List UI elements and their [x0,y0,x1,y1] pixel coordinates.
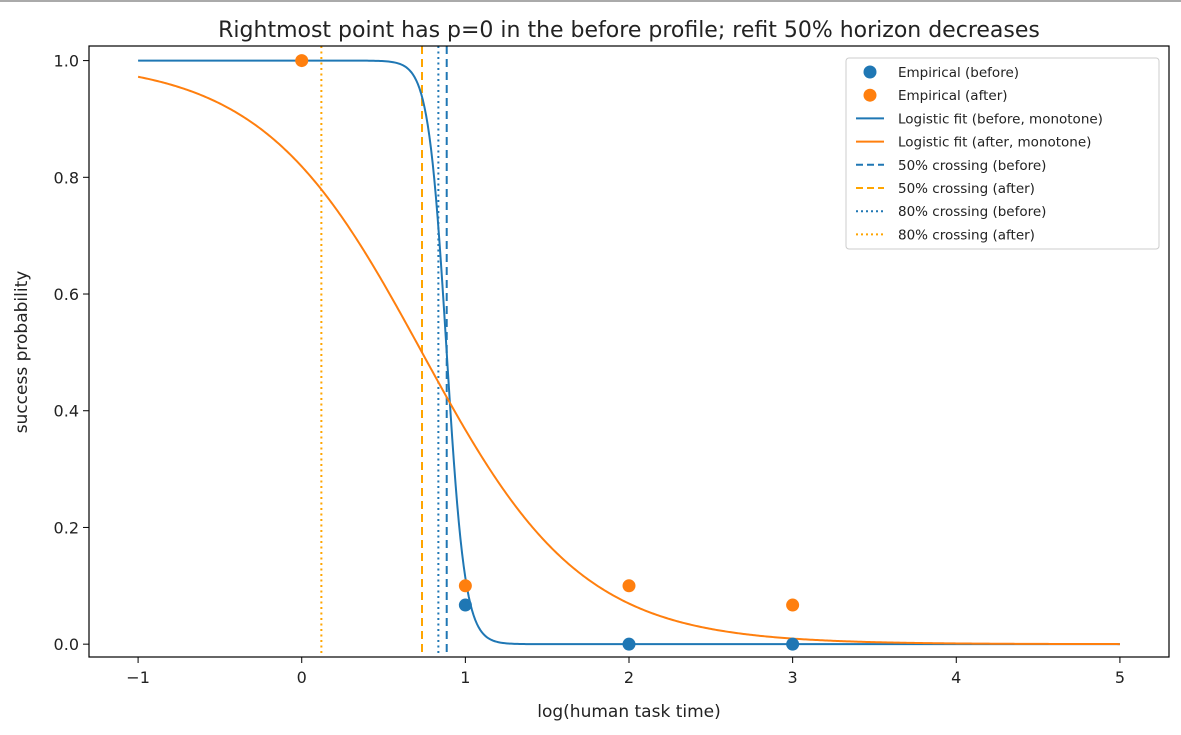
empirical-before-point [622,637,636,651]
legend-label-50-crossing-after: 50% crossing (after) [898,181,1035,197]
x-tick-label: 2 [624,668,634,687]
logistic-fit-after-monotone-curve [137,75,1120,646]
empirical-after-point [295,54,309,68]
x-tick-label: 1 [460,668,470,687]
legend-swatch-empirical-after [863,88,877,102]
legend-label-50-crossing-before: 50% crossing (before) [898,158,1046,174]
plot-area [88,45,1170,658]
legend-label-empirical-before: Empirical (before) [898,65,1019,81]
x-tick-label: 4 [951,668,961,687]
legend-label-80-crossing-before: 80% crossing (before) [898,204,1046,220]
empirical-after-point [786,598,800,612]
x-axis-ticks: −1 0 1 2 3 4 5 [126,657,1125,687]
y-tick-label: 0.4 [54,402,79,421]
x-tick-label: 5 [1115,668,1125,687]
empirical-before-point [458,598,472,612]
empirical-points [295,54,800,651]
x-tick-label: 3 [788,668,798,687]
y-tick-label: 0.8 [54,168,79,187]
x-tick-label: −1 [126,668,150,687]
x-axis-label: log(human task time) [537,702,720,722]
legend-label-logistic-fit-before-monotone: Logistic fit (before, monotone) [898,111,1103,127]
legend-label-logistic-fit-after-monotone: Logistic fit (after, monotone) [898,135,1091,151]
y-tick-label: 0.2 [54,518,79,537]
legend-label-empirical-after: Empirical (after) [898,88,1008,104]
legend-label-80-crossing-after: 80% crossing (after) [898,227,1035,243]
y-tick-label: 0.6 [54,285,79,304]
legend: Empirical (before) Empirical (after) Logis… [845,57,1160,250]
y-tick-label: 1.0 [54,52,79,71]
legend-box [845,57,1160,250]
y-axis-ticks: 0.0 0.2 0.4 0.6 0.8 1.0 [54,52,89,654]
empirical-after-point [458,579,472,593]
chart-title: Rightmost point has p=0 in the before pr… [218,18,1040,43]
crossing-lines [320,46,448,657]
y-axis-label: success probability [12,271,32,434]
y-tick-label: 0.0 [54,635,79,654]
empirical-after-point [622,579,636,593]
legend-swatch-empirical-before [863,65,877,79]
empirical-before-point [786,637,800,651]
x-tick-label: 0 [297,668,307,687]
